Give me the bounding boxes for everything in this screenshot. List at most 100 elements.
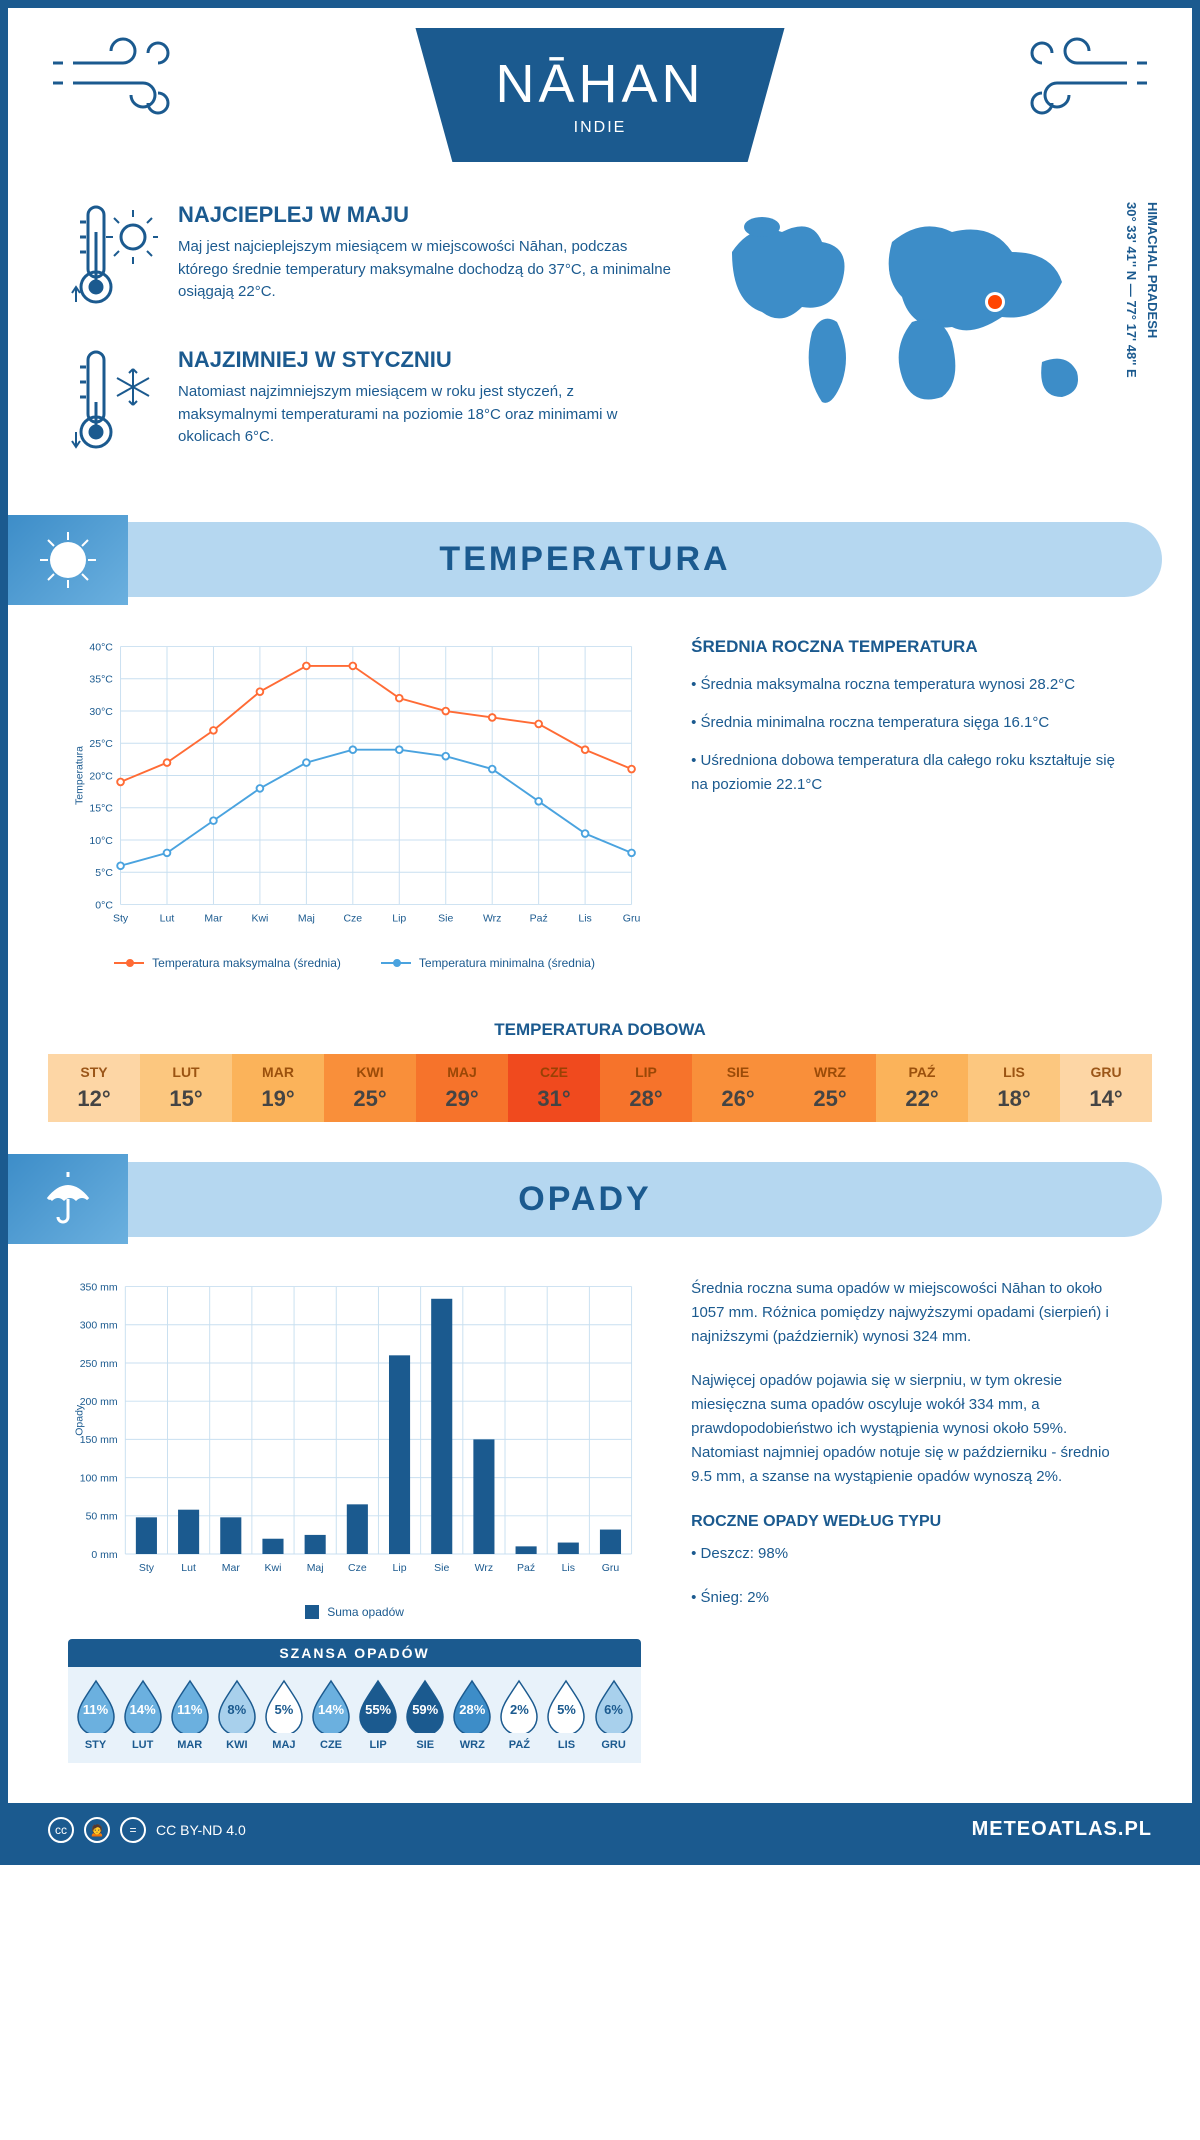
svg-text:Kwi: Kwi — [251, 913, 268, 925]
wind-icon-left — [48, 28, 188, 128]
license-text: CC BY-ND 4.0 — [156, 1822, 246, 1838]
chance-cell: 6% GRU — [590, 1679, 637, 1751]
chance-cell: 5% MAJ — [260, 1679, 307, 1751]
chance-title: SZANSA OPADÓW — [68, 1639, 641, 1667]
daily-temp-title: TEMPERATURA DOBOWA — [8, 1020, 1192, 1040]
country-subtitle: INDIE — [495, 119, 704, 137]
chance-cell: 11% MAR — [166, 1679, 213, 1751]
daily-cell: SIE26° — [692, 1054, 784, 1122]
daily-cell: STY12° — [48, 1054, 140, 1122]
legend-precip: Suma opadów — [305, 1605, 404, 1619]
coords-region: HIMACHAL PRADESH — [1145, 202, 1160, 338]
legend-min: Temperatura minimalna (średnia) — [381, 956, 595, 970]
svg-text:Maj: Maj — [298, 913, 315, 925]
daily-cell: WRZ25° — [784, 1054, 876, 1122]
opady-type-title: ROCZNE OPADY WEDŁUG TYPU — [691, 1509, 1132, 1535]
opady-section-title: OPADY — [8, 1180, 1162, 1219]
intro-section: NAJCIEPLEJ W MAJU Maj jest najcieplejszy… — [8, 162, 1192, 522]
chance-cell: 8% KWI — [213, 1679, 260, 1751]
svg-text:Gru: Gru — [602, 1562, 620, 1574]
opady-p2: Najwięcej opadów pojawia się w sierpniu,… — [691, 1369, 1132, 1489]
daily-cell: PAŹ22° — [876, 1054, 968, 1122]
svg-text:5°C: 5°C — [95, 867, 113, 879]
brand-text: METEOATLAS.PL — [972, 1818, 1152, 1841]
svg-text:Lip: Lip — [393, 1562, 407, 1574]
daily-temp-table: STY12°LUT15°MAR19°KWI25°MAJ29°CZE31°LIP2… — [48, 1054, 1152, 1122]
temp-side-b1: • Średnia maksymalna roczna temperatura … — [691, 673, 1132, 697]
precipitation-bar-chart: 0 mm50 mm100 mm150 mm200 mm250 mm300 mm3… — [68, 1277, 641, 1592]
svg-text:35°C: 35°C — [89, 674, 113, 686]
svg-text:Kwi: Kwi — [265, 1562, 282, 1574]
svg-text:Wrz: Wrz — [483, 913, 501, 925]
thermometer-snow-icon — [68, 347, 158, 457]
svg-text:Sie: Sie — [438, 913, 453, 925]
opady-snow: • Śnieg: 2% — [691, 1586, 1132, 1610]
umbrella-icon — [8, 1154, 128, 1244]
section-header-precipitation: OPADY — [8, 1162, 1162, 1237]
svg-text:40°C: 40°C — [89, 641, 113, 653]
temperature-line-chart: 0°C5°C10°C15°C20°C25°C30°C35°C40°CStyLut… — [68, 637, 641, 970]
daily-cell: MAR19° — [232, 1054, 324, 1122]
temp-side-b2: • Średnia minimalna roczna temperatura s… — [691, 711, 1132, 735]
chance-cell: 59% SIE — [402, 1679, 449, 1751]
svg-text:Sie: Sie — [434, 1562, 449, 1574]
coords-lon: 77° 17' 48'' E — [1124, 300, 1139, 377]
chance-cell: 28% WRZ — [449, 1679, 496, 1751]
daily-cell: GRU14° — [1060, 1054, 1152, 1122]
coords-lat: 30° 33' 41'' N — [1124, 202, 1139, 280]
temp-side-title: ŚREDNIA ROCZNA TEMPERATURA — [691, 637, 1132, 657]
svg-text:Lis: Lis — [578, 913, 591, 925]
chance-cell: 14% CZE — [307, 1679, 354, 1751]
opady-rain: • Deszcz: 98% — [691, 1542, 1132, 1566]
svg-text:300 mm: 300 mm — [80, 1319, 118, 1331]
svg-text:Maj: Maj — [307, 1562, 324, 1574]
daily-cell: KWI25° — [324, 1054, 416, 1122]
nd-icon: = — [120, 1817, 146, 1843]
wind-icon-right — [1012, 28, 1152, 128]
svg-text:Lip: Lip — [392, 913, 406, 925]
svg-text:Lut: Lut — [160, 913, 175, 925]
section-header-temperature: TEMPERATURA — [8, 522, 1162, 597]
opady-p1: Średnia roczna suma opadów w miejscowośc… — [691, 1277, 1132, 1349]
fact-cold: NAJZIMNIEJ W STYCZNIU Natomiast najzimni… — [68, 347, 672, 457]
daily-cell: LIP28° — [600, 1054, 692, 1122]
precipitation-chance-row: 11% STY 14% LUT 11% MAR 8% KWI 5 — [68, 1667, 641, 1763]
temp-side-b3: • Uśredniona dobowa temperatura dla całe… — [691, 749, 1132, 797]
fact-cold-title: NAJZIMNIEJ W STYCZNIU — [178, 347, 672, 373]
sun-icon — [8, 515, 128, 605]
svg-text:250 mm: 250 mm — [80, 1357, 118, 1369]
svg-text:Lut: Lut — [181, 1562, 196, 1574]
svg-text:Temperatura: Temperatura — [73, 746, 85, 805]
temp-section-title: TEMPERATURA — [8, 540, 1162, 579]
footer: cc 🙍 = CC BY-ND 4.0 METEOATLAS.PL — [8, 1803, 1192, 1857]
fact-hot-title: NAJCIEPLEJ W MAJU — [178, 202, 672, 228]
chance-cell: 55% LIP — [355, 1679, 402, 1751]
coordinates: HIMACHAL PRADESH 30° 33' 41'' N — 77° 17… — [1120, 202, 1162, 378]
fact-hot-text: Maj jest najcieplejszym miesiącem w miej… — [178, 236, 672, 304]
svg-text:Sty: Sty — [113, 913, 129, 925]
chance-cell: 5% LIS — [543, 1679, 590, 1751]
legend-max: Temperatura maksymalna (średnia) — [114, 956, 341, 970]
thermometer-sun-icon — [68, 202, 158, 312]
chance-cell: 2% PAŹ — [496, 1679, 543, 1751]
svg-text:15°C: 15°C — [89, 803, 113, 815]
svg-text:Mar: Mar — [222, 1562, 241, 1574]
svg-text:350 mm: 350 mm — [80, 1281, 118, 1293]
svg-text:Cze: Cze — [348, 1562, 367, 1574]
daily-cell: LIS18° — [968, 1054, 1060, 1122]
svg-text:30°C: 30°C — [89, 706, 113, 718]
fact-hot: NAJCIEPLEJ W MAJU Maj jest najcieplejszy… — [68, 202, 672, 312]
svg-text:Lis: Lis — [562, 1562, 575, 1574]
daily-cell: LUT15° — [140, 1054, 232, 1122]
header: NĀHAN INDIE — [8, 8, 1192, 162]
world-map — [712, 202, 1132, 432]
svg-text:100 mm: 100 mm — [80, 1472, 118, 1484]
fact-cold-text: Natomiast najzimniejszym miesiącem w rok… — [178, 381, 672, 449]
svg-text:Sty: Sty — [139, 1562, 155, 1574]
chance-cell: 11% STY — [72, 1679, 119, 1751]
svg-text:25°C: 25°C — [89, 738, 113, 750]
svg-text:Mar: Mar — [204, 913, 223, 925]
title-banner: NĀHAN INDIE — [415, 28, 784, 162]
svg-text:Gru: Gru — [623, 913, 641, 925]
svg-text:50 mm: 50 mm — [86, 1510, 118, 1522]
